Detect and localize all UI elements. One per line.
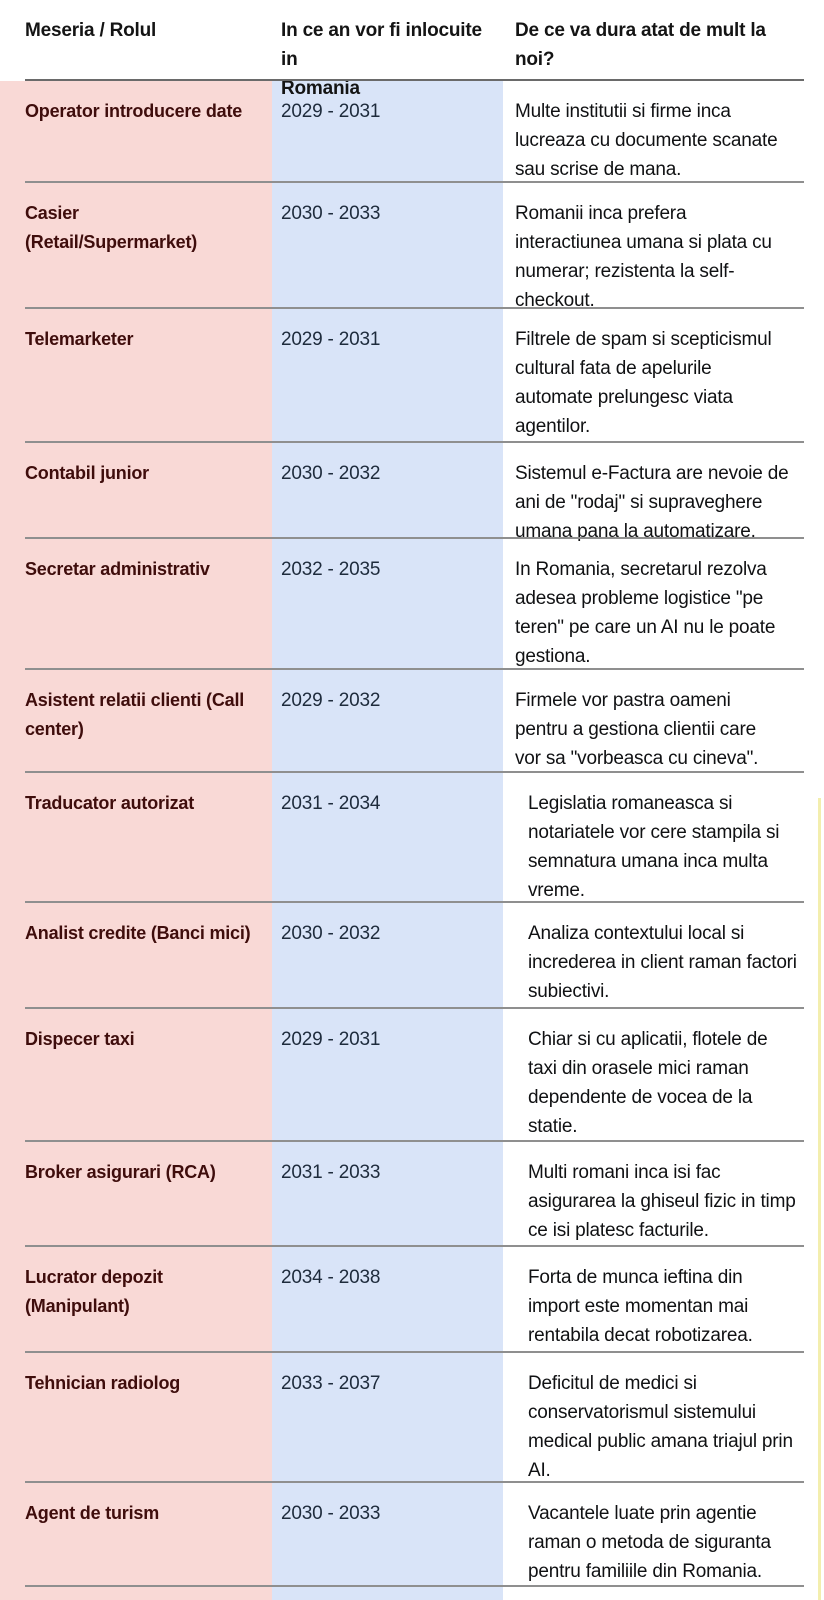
role-cell: Tehnician radiolog <box>25 1373 181 1393</box>
row-divider <box>25 901 804 903</box>
years-cell: 2029 - 2032 <box>281 690 381 711</box>
role-cell: Casier (Retail/Supermarket) <box>25 203 198 252</box>
reason-cell: Vacantele luate prin agentie raman o met… <box>528 1503 771 1582</box>
table-row: Lucrator depozit (Manipulant) 2034 - 203… <box>0 1247 824 1353</box>
years-cell: 2029 - 2031 <box>281 329 381 350</box>
row-divider <box>25 181 804 183</box>
header-divider <box>25 79 804 81</box>
years-cell: 2031 - 2034 <box>281 793 381 814</box>
table-row: Agent de turism 2030 - 2033 Vacantele lu… <box>0 1483 824 1587</box>
table-body: Operator introducere date 2029 - 2031 Mu… <box>0 81 824 1587</box>
years-cell: 2029 - 2031 <box>281 101 381 122</box>
right-edge-highlight-strip <box>818 798 821 1600</box>
column-header-role: Meseria / Rolul <box>25 20 157 41</box>
role-cell: Analist credite (Banci mici) <box>25 923 251 943</box>
years-column-background <box>272 81 503 1600</box>
years-cell: 2029 - 2031 <box>281 1029 381 1050</box>
table-row: Traducator autorizat 2031 - 2034 Legisla… <box>0 773 824 903</box>
reason-cell: Legislatia romaneasca si notariatele vor… <box>528 793 780 901</box>
table-row: Casier (Retail/Supermarket) 2030 - 2033 … <box>0 183 824 311</box>
years-cell: 2034 - 2038 <box>281 1267 381 1288</box>
row-divider <box>25 307 804 309</box>
role-cell: Operator introducere date <box>25 101 243 121</box>
role-cell: Lucrator depozit (Manipulant) <box>25 1267 163 1316</box>
role-cell: Agent de turism <box>25 1503 160 1523</box>
table-row: Asistent relatii clienti (Call center) 2… <box>0 670 824 773</box>
role-cell: Secretar administrativ <box>25 559 210 579</box>
row-divider <box>25 1351 804 1353</box>
reason-cell: Multe institutii si firme inca lucreaza … <box>515 101 778 180</box>
column-header-years: In ce an vor fi inlocuite in Romania <box>281 20 482 99</box>
years-cell: 2030 - 2032 <box>281 463 381 484</box>
table-row: Analist credite (Banci mici) 2030 - 2032… <box>0 903 824 1009</box>
row-divider <box>25 537 804 539</box>
role-column-background <box>0 81 272 1600</box>
row-divider <box>25 1585 804 1587</box>
reason-cell: Multi romani inca isi fac asigurarea la … <box>528 1162 796 1241</box>
reason-cell: Chiar si cu aplicatii, flotele de taxi d… <box>528 1029 768 1137</box>
column-header-reason: De ce va dura atat de mult la noi? <box>515 20 766 70</box>
table-row: Contabil junior 2030 - 2032 Sistemul e-F… <box>0 443 824 542</box>
years-cell: 2030 - 2033 <box>281 1503 381 1524</box>
row-divider <box>25 441 804 443</box>
row-divider <box>25 771 804 773</box>
row-divider <box>25 1481 804 1483</box>
row-divider <box>25 1245 804 1247</box>
row-divider <box>25 1007 804 1009</box>
role-cell: Telemarketer <box>25 329 134 349</box>
years-cell: 2030 - 2033 <box>281 203 381 224</box>
reason-cell: Firmele vor pastra oameni pentru a gesti… <box>515 690 759 769</box>
years-cell: 2033 - 2037 <box>281 1373 381 1394</box>
role-cell: Asistent relatii clienti (Call center) <box>25 690 245 739</box>
years-cell: 2030 - 2032 <box>281 923 381 944</box>
years-cell: 2031 - 2033 <box>281 1162 381 1183</box>
table-row: Tehnician radiolog 2033 - 2037 Deficitul… <box>0 1353 824 1483</box>
row-divider <box>25 668 804 670</box>
reason-cell: Analiza contextului local si increderea … <box>528 923 797 1002</box>
reason-cell: In Romania, secretarul rezolva adesea pr… <box>515 559 776 667</box>
reason-cell: Forta de munca ieftina din import este m… <box>528 1267 753 1346</box>
table-header-row: Meseria / Rolul In ce an vor fi inlocuit… <box>0 0 824 99</box>
row-divider <box>25 1140 804 1142</box>
table-row: Operator introducere date 2029 - 2031 Mu… <box>0 81 824 183</box>
role-cell: Contabil junior <box>25 463 149 483</box>
reason-cell: Deficitul de medici si conservatorismul … <box>528 1373 793 1481</box>
reason-cell: Sistemul e-Factura are nevoie de ani de … <box>515 463 789 542</box>
table-row: Telemarketer 2029 - 2031 Filtrele de spa… <box>0 309 824 443</box>
table-row: Dispecer taxi 2029 - 2031 Chiar si cu ap… <box>0 1009 824 1142</box>
reason-cell: Filtrele de spam si scepticismul cultura… <box>515 329 772 437</box>
role-cell: Traducator autorizat <box>25 793 195 813</box>
reason-cell: Romanii inca prefera interactiunea umana… <box>515 203 772 311</box>
table-row: Broker asigurari (RCA) 2031 - 2033 Multi… <box>0 1142 824 1247</box>
role-cell: Dispecer taxi <box>25 1029 135 1049</box>
years-cell: 2032 - 2035 <box>281 559 381 580</box>
role-cell: Broker asigurari (RCA) <box>25 1162 216 1182</box>
table-row: Secretar administrativ 2032 - 2035 In Ro… <box>0 539 824 670</box>
